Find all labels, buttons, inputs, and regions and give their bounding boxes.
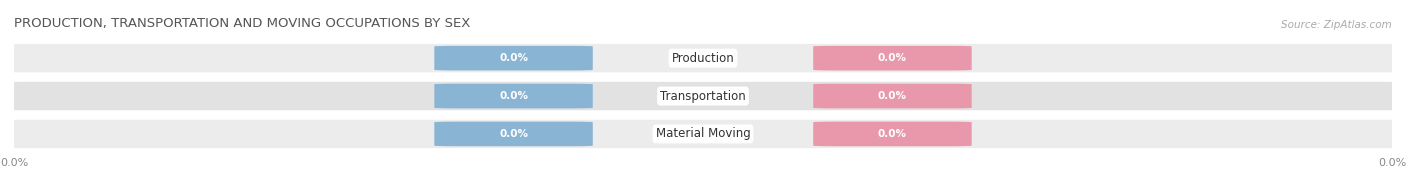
Text: 0.0%: 0.0% <box>877 91 907 101</box>
FancyBboxPatch shape <box>813 46 972 71</box>
FancyBboxPatch shape <box>434 84 593 108</box>
FancyBboxPatch shape <box>434 46 593 71</box>
FancyBboxPatch shape <box>813 84 972 108</box>
FancyBboxPatch shape <box>434 122 593 146</box>
FancyBboxPatch shape <box>813 122 972 146</box>
Text: Production: Production <box>672 52 734 65</box>
Text: 0.0%: 0.0% <box>499 91 529 101</box>
FancyBboxPatch shape <box>0 82 1406 110</box>
Text: 0.0%: 0.0% <box>499 53 529 63</box>
Text: PRODUCTION, TRANSPORTATION AND MOVING OCCUPATIONS BY SEX: PRODUCTION, TRANSPORTATION AND MOVING OC… <box>14 17 471 30</box>
Text: Source: ZipAtlas.com: Source: ZipAtlas.com <box>1281 20 1392 30</box>
Text: 0.0%: 0.0% <box>877 53 907 63</box>
Text: 0.0%: 0.0% <box>877 129 907 139</box>
Text: Transportation: Transportation <box>661 90 745 103</box>
FancyBboxPatch shape <box>0 120 1406 148</box>
Text: Material Moving: Material Moving <box>655 127 751 140</box>
Text: 0.0%: 0.0% <box>499 129 529 139</box>
FancyBboxPatch shape <box>0 44 1406 72</box>
